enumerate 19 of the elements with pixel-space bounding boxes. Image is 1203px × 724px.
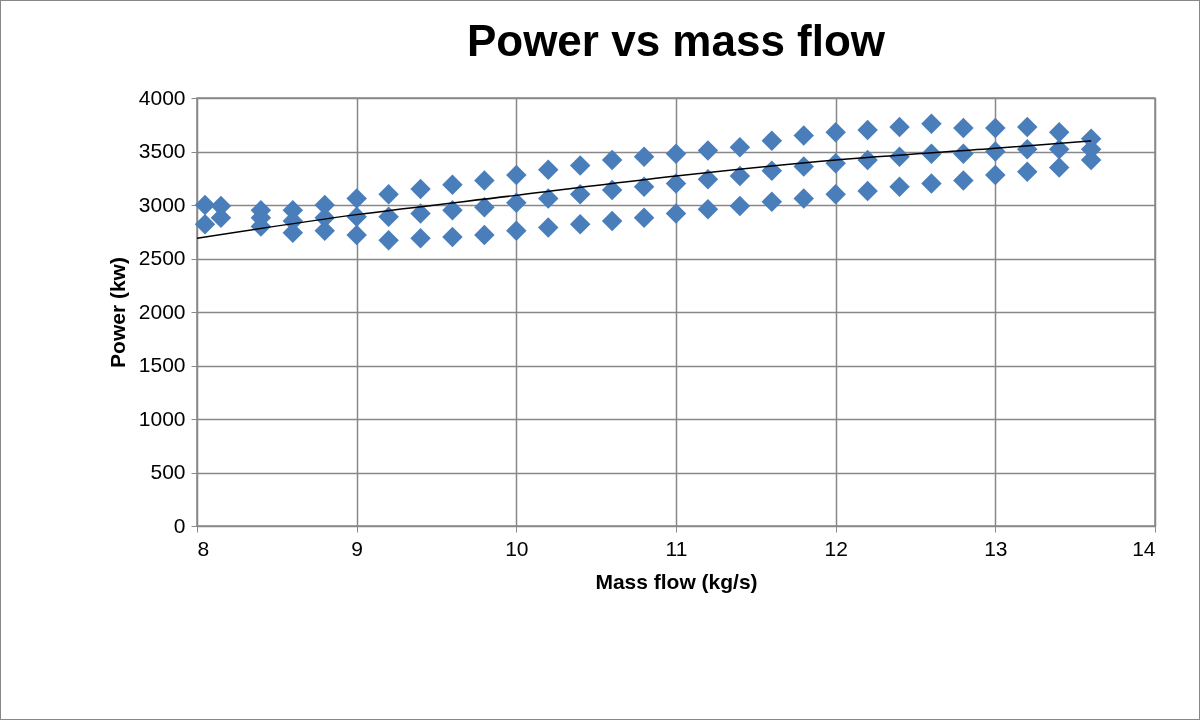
- y-tick-label: 3000: [138, 192, 186, 216]
- y-tick-label: 500: [150, 460, 186, 483]
- y-tick-label: 3500: [138, 139, 186, 162]
- y-tick-label: 2000: [138, 299, 186, 323]
- x-tick-label: 11: [665, 536, 688, 560]
- y-axis-title: Power (kw): [105, 257, 129, 368]
- x-tick-label: 8: [197, 536, 210, 560]
- y-tick-label: 4000: [138, 85, 186, 109]
- x-tick-label: 13: [984, 536, 1008, 560]
- y-tick-label: 0: [173, 513, 186, 537]
- y-tick-label: 1500: [138, 353, 186, 376]
- y-tick-label: 1000: [138, 406, 186, 430]
- x-tick-label: 10: [505, 536, 529, 560]
- x-tick-label: 9: [351, 536, 364, 560]
- chart-title: Power vs mass flow: [466, 16, 886, 65]
- y-tick-label: 2500: [138, 246, 186, 269]
- x-tick-label: 12: [824, 536, 848, 560]
- x-tick-label: 14: [1132, 536, 1156, 560]
- x-axis-title: Mass flow (kg/s): [595, 569, 758, 593]
